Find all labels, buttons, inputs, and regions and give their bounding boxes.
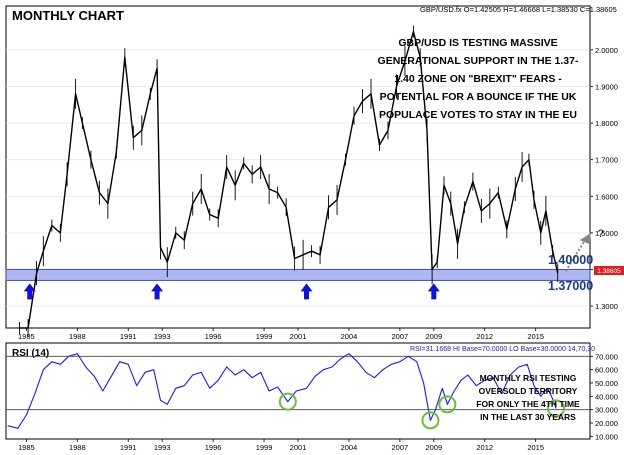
ohlc-label: GBP/USD.fx O=1.42505 H=1.46668 L=1.38530… [420, 5, 617, 14]
rsi-y-tick-label: 30.000 [595, 406, 618, 415]
support-arrow [151, 283, 164, 300]
support-zone-band [5, 268, 591, 281]
x-tick-label: 2012 [476, 332, 493, 341]
bounce-projection: ? [564, 228, 604, 272]
price-y-tick-label: 1.5000 [595, 229, 618, 238]
x-tick-label: 2009 [425, 443, 442, 452]
oversold-circle [278, 392, 297, 411]
annotation-line: GBP/USD IS TESTING MASSIVE [398, 37, 557, 49]
x-tick-label: 1991 [120, 443, 137, 452]
price-line [19, 30, 559, 329]
x-tick-label: 2007 [392, 332, 409, 341]
rsi-y-tick-label: 50.000 [595, 379, 618, 388]
projection-arrowhead [579, 233, 591, 245]
rsi-title: RSI (14) [12, 348, 49, 359]
x-tick-label: 2009 [425, 332, 442, 341]
x-tick-label: 1999 [256, 443, 273, 452]
x-tick-label: 1996 [205, 443, 222, 452]
current-price-tag-text: 1.38605 [597, 268, 621, 275]
rsi-series [7, 353, 557, 429]
current-price-tag-bg [594, 266, 624, 275]
x-tick-label: 1985 [18, 443, 35, 452]
x-tick-label: 2015 [527, 443, 544, 452]
x-tick-label: 1988 [69, 332, 86, 341]
price-y-tick-label: 1.6000 [595, 192, 618, 201]
x-tick-label: 2015 [527, 332, 544, 341]
x-tick-label: 1991 [120, 332, 137, 341]
price-y-tick-label: 1.7000 [595, 156, 618, 165]
x-tick-label: 2007 [392, 443, 409, 452]
price-y-tick-label: 2.0000 [595, 46, 618, 55]
rsi-y-axis: 70.000 60.000 50.000 40.000 30.000 20.000 10.0… [590, 352, 618, 441]
rsi-annotation-line: FOR ONLY THE 4TH TIME [476, 399, 580, 409]
x-tick-label: 2004 [341, 332, 358, 341]
support-arrow [23, 283, 36, 300]
annotation-line: 1.40 ZONE ON "BREXIT" FEARS - [394, 73, 562, 85]
rsi-y-tick-label: 70.000 [595, 352, 618, 361]
x-tick-label: 2001 [290, 443, 307, 452]
support-annotation: GBP/USD IS TESTING MASSIVE GENERATIONAL … [378, 37, 579, 121]
projection-question-mark: ? [598, 228, 604, 240]
rsi-info-label: RSI=31.1668 HI Base=70.0000 LO Base=30.0… [410, 346, 595, 353]
x-tick-label: 2012 [476, 443, 493, 452]
support-zone [5, 268, 591, 281]
price-series [19, 25, 559, 337]
rsi-y-tick-label: 60.000 [595, 366, 618, 375]
x-tick-label: 2001 [290, 332, 307, 341]
x-tick-label: 1993 [154, 332, 171, 341]
price-y-tick-label: 1.9000 [595, 83, 618, 92]
support-arrow [300, 283, 313, 300]
rsi-gridlines [6, 355, 590, 411]
price-y-tick-label: 1.8000 [595, 119, 618, 128]
rsi-x-axis: 1985 1988 1991 1993 1996 1999 2001 2004 2007 2009… [18, 439, 544, 452]
rsi-annotation-line: OVERSOLD TERRITORY [479, 386, 578, 396]
x-tick-label: 1993 [154, 443, 171, 452]
x-tick-label: 1996 [205, 332, 222, 341]
rsi-y-tick-label: 40.000 [595, 392, 618, 401]
oversold-circles [278, 392, 566, 430]
current-price-tag: 1.38605 [594, 266, 624, 275]
x-tick-label: 1985 [18, 332, 35, 341]
rsi-y-tick-label: 10.000 [595, 432, 618, 441]
oversold-circle [421, 411, 440, 430]
support-arrows [23, 283, 440, 300]
rsi-y-tick-label: 20.000 [595, 419, 618, 428]
rsi-annotation: MONTHLY RSI TESTING OVERSOLD TERRITORY F… [476, 373, 580, 422]
oversold-circle [438, 395, 457, 414]
rsi-annotation-line: MONTHLY RSI TESTING [480, 373, 577, 383]
chart-title: MONTHLY CHART [12, 8, 124, 23]
support-arrow [427, 283, 440, 300]
rsi-annotation-line: IN THE LAST 30 YEARS [480, 412, 576, 422]
support-low-label: 1.37000 [548, 279, 593, 293]
support-high-label: 1.40000 [548, 253, 593, 267]
annotation-line: GENERATIONAL SUPPORT IN THE 1.37- [378, 55, 579, 67]
oversold-circle [547, 399, 566, 418]
x-tick-label: 1988 [69, 443, 86, 452]
annotation-line: POPULACE VOTES TO STAY IN THE EU [379, 109, 577, 121]
x-tick-label: 2004 [341, 443, 358, 452]
annotation-line: POTENTIAL FOR A BOUNCE IF THE UK [380, 91, 577, 103]
price-x-axis: 1985 1988 1991 1993 1996 1999 2001 2004 2007 2009… [18, 328, 544, 341]
rsi-line [7, 353, 557, 429]
price-y-tick-label: 1.3000 [595, 302, 618, 311]
x-tick-label: 1999 [256, 332, 273, 341]
